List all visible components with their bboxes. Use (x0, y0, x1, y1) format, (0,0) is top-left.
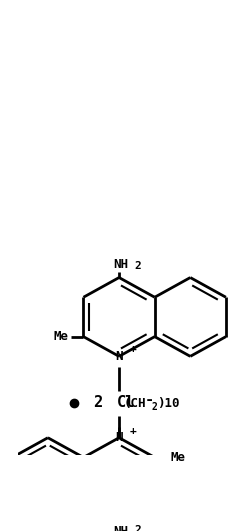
Text: 2: 2 (134, 525, 141, 531)
Text: Cl: Cl (117, 395, 135, 410)
Text: Me: Me (53, 330, 68, 343)
Text: NH: NH (113, 525, 128, 531)
Text: +: + (129, 345, 136, 355)
Text: N: N (115, 350, 122, 363)
Text: Me: Me (170, 451, 184, 464)
Text: -: - (144, 392, 153, 407)
Text: NH: NH (113, 258, 128, 271)
Text: 2: 2 (93, 395, 102, 410)
Text: N: N (115, 431, 122, 444)
Text: 2: 2 (151, 402, 157, 412)
Text: (CH: (CH (123, 397, 145, 410)
Text: +: + (129, 426, 136, 436)
Text: )10: )10 (156, 397, 178, 410)
Text: 2: 2 (134, 261, 141, 271)
